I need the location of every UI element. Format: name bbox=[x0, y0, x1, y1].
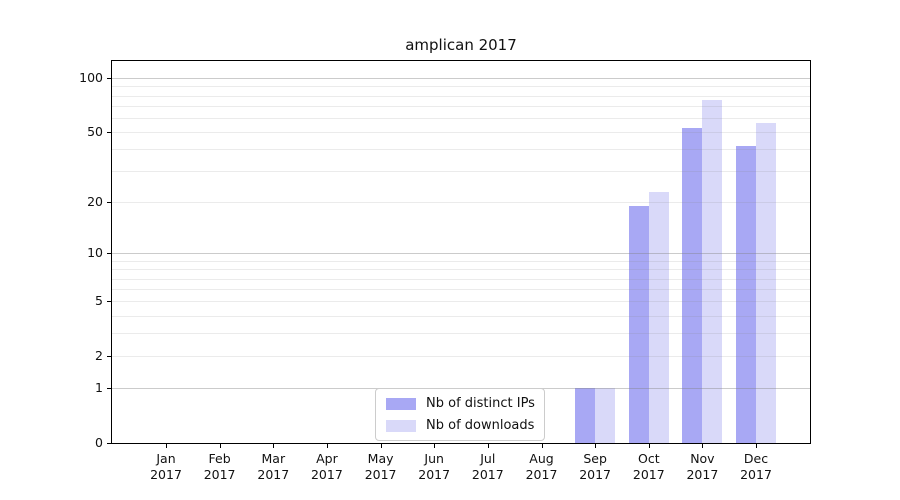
x-tick-label: Nov 2017 bbox=[686, 451, 719, 482]
gridline bbox=[112, 333, 810, 335]
gridline bbox=[112, 202, 810, 204]
gridline bbox=[112, 289, 810, 291]
x-tick-mark bbox=[702, 444, 704, 448]
bar-distinct-ips-sep bbox=[575, 388, 596, 443]
gridline bbox=[112, 356, 810, 358]
x-tick-mark bbox=[219, 444, 221, 448]
x-tick-label: Jan 2017 bbox=[150, 451, 182, 482]
gridline bbox=[112, 301, 810, 303]
x-tick-mark bbox=[273, 444, 275, 448]
legend: Nb of distinct IPs Nb of downloads bbox=[375, 388, 545, 441]
gridline bbox=[112, 269, 810, 271]
y-tick-mark bbox=[107, 202, 111, 204]
legend-swatch-downloads bbox=[386, 419, 416, 432]
legend-item-distinct-ips: Nb of distinct IPs bbox=[386, 395, 535, 412]
bar-downloads-dec bbox=[756, 123, 776, 443]
y-tick-mark bbox=[107, 388, 111, 390]
x-tick-label: Oct 2017 bbox=[632, 451, 665, 482]
x-tick-label: Sep 2017 bbox=[579, 451, 611, 482]
y-tick-label: 2 bbox=[95, 347, 103, 363]
bar-distinct-ips-oct bbox=[628, 206, 649, 443]
x-tick-label: Mar 2017 bbox=[257, 451, 290, 482]
x-tick-mark bbox=[756, 444, 757, 448]
legend-item-downloads: Nb of downloads bbox=[386, 417, 534, 434]
y-tick-label: 100 bbox=[79, 69, 103, 85]
x-tick-label: Feb 2017 bbox=[203, 451, 236, 482]
y-tick-label: 0 bbox=[95, 434, 103, 450]
bar-distinct-ips-nov bbox=[682, 127, 703, 443]
y-tick-label: 1 bbox=[95, 379, 103, 395]
x-tick-mark bbox=[166, 444, 167, 448]
gridline bbox=[112, 149, 810, 151]
y-tick-label: 10 bbox=[87, 245, 103, 261]
y-tick-label: 50 bbox=[87, 123, 103, 139]
x-tick-label: May 2017 bbox=[364, 451, 397, 482]
x-tick-label: Dec 2017 bbox=[740, 451, 772, 482]
y-tick-label: 5 bbox=[95, 293, 103, 309]
x-tick-mark bbox=[595, 444, 597, 448]
legend-swatch-distinct-ips bbox=[386, 397, 416, 410]
x-tick-label: Jun 2017 bbox=[418, 451, 451, 482]
x-tick-label: Apr 2017 bbox=[310, 451, 343, 482]
x-tick-mark bbox=[487, 444, 489, 448]
legend-label-downloads: Nb of downloads bbox=[426, 418, 535, 433]
bar-downloads-nov bbox=[702, 99, 723, 443]
gridline-major bbox=[112, 78, 810, 79]
x-tick-mark bbox=[648, 444, 650, 448]
bar-distinct-ips-dec bbox=[736, 145, 756, 443]
gridline-major bbox=[112, 253, 810, 255]
x-tick-label: Jul 2017 bbox=[471, 451, 504, 482]
x-tick-mark bbox=[380, 444, 382, 448]
bar-downloads-oct bbox=[648, 191, 669, 443]
gridline bbox=[112, 95, 810, 97]
x-tick-label: Aug 2017 bbox=[525, 451, 558, 482]
gridline bbox=[112, 171, 810, 173]
gridline bbox=[112, 132, 810, 133]
y-tick-mark bbox=[107, 356, 111, 358]
gridline bbox=[112, 105, 810, 107]
gridline bbox=[112, 260, 810, 262]
y-tick-mark bbox=[107, 132, 111, 133]
y-tick-mark bbox=[107, 443, 111, 444]
legend-label-distinct-ips: Nb of distinct IPs bbox=[426, 396, 535, 411]
gridline bbox=[112, 86, 810, 88]
x-tick-mark bbox=[326, 444, 328, 448]
bar-downloads-sep bbox=[595, 388, 616, 443]
y-tick-mark bbox=[107, 253, 111, 255]
plot-area: Nb of distinct IPs Nb of downloads bbox=[111, 60, 811, 444]
x-tick-mark bbox=[541, 444, 543, 448]
y-tick-mark bbox=[107, 78, 111, 79]
x-tick-mark bbox=[434, 444, 436, 448]
chart-title: amplican 2017 bbox=[405, 36, 517, 54]
gridline bbox=[112, 117, 810, 119]
y-tick-label: 20 bbox=[87, 193, 103, 209]
y-tick-mark bbox=[107, 301, 111, 303]
gridline bbox=[112, 278, 810, 280]
gridline bbox=[112, 315, 810, 317]
